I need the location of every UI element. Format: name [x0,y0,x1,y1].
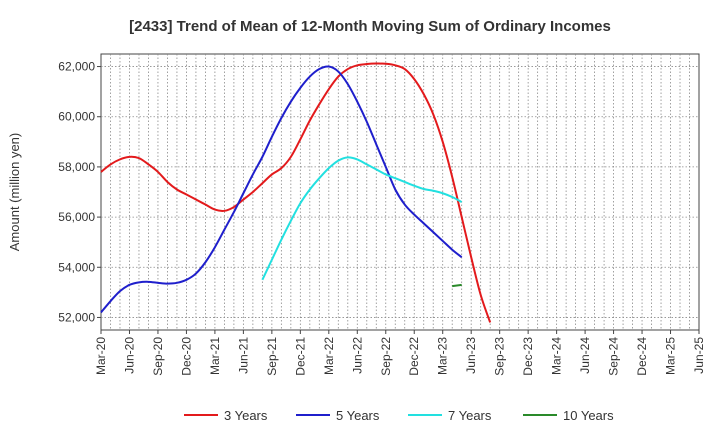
x-tick-label: Jun-20 [122,337,136,374]
x-tick-label: Dec-22 [407,337,421,376]
x-tick-label: Mar-24 [550,337,564,375]
y-tick-label: 62,000 [58,60,95,74]
x-tick-label: Dec-21 [293,337,307,376]
x-tick-label: Mar-21 [208,337,222,375]
x-tick-label: Sep-23 [493,337,507,376]
series-line-3-years [100,62,492,323]
x-tick-label: Dec-24 [635,337,649,376]
x-tick-label: Jun-22 [350,337,364,374]
x-tick-label: Jun-21 [236,337,250,374]
series-line-7-years [261,156,463,281]
y-tick-label: 58,000 [58,160,95,174]
series-lines [100,62,492,323]
x-tick-label: Sep-21 [265,337,279,376]
x-tick-label: Dec-23 [521,337,535,376]
x-tick-label: Sep-22 [379,337,393,376]
x-tick-label: Jun-25 [692,337,706,374]
series-line-10-years [452,283,462,288]
y-tick-label: 60,000 [58,110,95,124]
y-tick-label: 54,000 [58,260,95,274]
legend-label: 7 Years [448,408,492,423]
x-tick-label: Mar-23 [436,337,450,375]
x-axis: Mar-20 Jun-20 Sep-20 Dec-20 Mar-21 Jun-21 Sep-… [94,330,706,376]
legend: 3 Years 5 Years 7 Years 10 Years [184,408,614,423]
legend-label: 3 Years [224,408,268,423]
y-axis-label: Amount (million yen) [7,133,22,252]
series-line-5-years [100,65,463,314]
x-tick-label: Jun-23 [464,337,478,374]
y-tick-label: 52,000 [58,310,95,324]
x-tick-label: Mar-20 [94,337,108,375]
legend-label: 5 Years [336,408,380,423]
legend-label: 10 Years [563,408,614,423]
plot-area [100,53,700,331]
y-axis: 52,000 54,000 56,000 58,000 60,000 62,000 [58,60,101,324]
y-tick-label: 56,000 [58,210,95,224]
x-tick-label: Sep-20 [151,337,165,376]
x-tick-label: Jun-24 [578,337,592,374]
x-tick-label: Mar-25 [664,337,678,375]
x-tick-label: Dec-20 [179,337,193,376]
chart-title: [2433] Trend of Mean of 12-Month Moving … [129,18,611,35]
x-tick-label: Sep-24 [607,337,621,376]
x-tick-label: Mar-22 [322,337,336,375]
